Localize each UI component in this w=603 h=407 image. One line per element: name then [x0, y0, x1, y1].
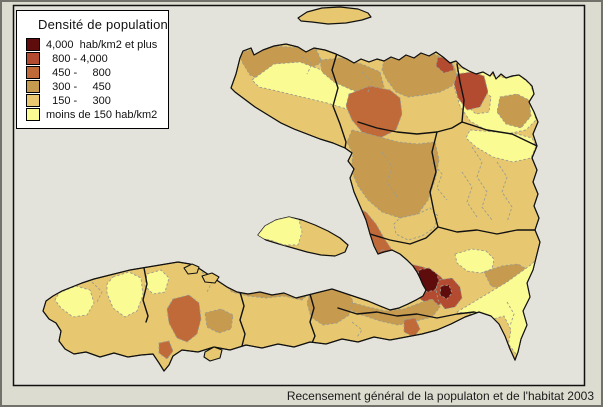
legend-swatch — [26, 66, 40, 79]
grande-cayemite — [183, 263, 200, 275]
map-caption: Recensement général de la populaton et d… — [286, 389, 594, 403]
legend-item: moins de 150 hab/km2 — [26, 108, 162, 121]
legend-item-label: moins de 150 hab/km2 — [46, 108, 158, 121]
legend-item: 4,000 hab/km2 et plus — [26, 38, 162, 51]
legend-item: 800 - 4,000 — [26, 52, 162, 65]
legend-item: 150 - 300 — [26, 94, 162, 107]
legend-item-label: 300 - 450 — [46, 80, 111, 93]
legend-swatch — [26, 94, 40, 107]
legend-item-label: 4,000 hab/km2 et plus — [46, 38, 158, 51]
legend-item: 300 - 450 — [26, 80, 162, 93]
ile-de-la-tortue — [297, 6, 372, 25]
department-borders — [142, 52, 538, 347]
legend-swatch — [26, 80, 40, 93]
legend-item: 450 - 800 — [26, 66, 162, 79]
coastline — [42, 43, 541, 372]
legend-swatch — [26, 52, 40, 65]
legend-item-label: 800 - 4,000 — [46, 52, 108, 65]
legend: Densité de population 4,000 hab/km2 et p… — [16, 10, 169, 129]
legend-title: Densité de population — [38, 17, 168, 32]
legend-item-label: 150 - 300 — [46, 94, 111, 107]
islands — [183, 6, 372, 362]
legend-item-label: 450 - 800 — [46, 66, 111, 79]
ile-a-vache — [203, 346, 223, 362]
legend-swatch — [26, 108, 40, 121]
petite-cayemite — [201, 272, 220, 284]
legend-swatch — [26, 38, 40, 51]
